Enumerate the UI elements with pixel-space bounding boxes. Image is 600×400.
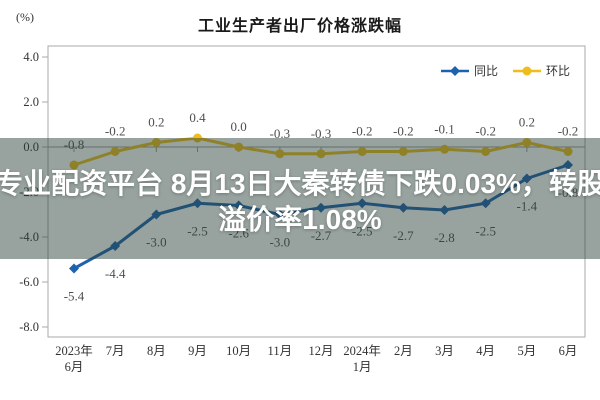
- series-marker-同比: [398, 202, 409, 213]
- data-label-同比: -2.5: [187, 223, 208, 238]
- data-label-同比: -2.8: [434, 230, 455, 245]
- data-label-环比: -0.8: [64, 137, 85, 152]
- series-marker-同比: [110, 241, 121, 251]
- data-label-环比: -0.2: [475, 124, 496, 139]
- data-label-同比: -2.7: [311, 228, 332, 243]
- series-marker-同比: [69, 263, 79, 274]
- x-axis-label: 11月: [268, 344, 293, 358]
- data-label-环比: 0.2: [519, 115, 535, 130]
- x-axis-label: 5月: [517, 344, 536, 358]
- series-marker-环比: [193, 133, 202, 143]
- x-axis-label: 2023年: [55, 344, 93, 358]
- x-axis-label: 1月: [353, 360, 372, 374]
- series-marker-同比: [439, 205, 450, 215]
- series-marker-环比: [316, 149, 326, 159]
- data-label-环比: -0.2: [105, 124, 126, 139]
- x-axis-label: 6月: [559, 344, 578, 358]
- data-label-同比: -3.0: [146, 235, 167, 250]
- data-label-环比: 0.0: [231, 119, 247, 134]
- series-marker-环比: [69, 160, 79, 170]
- series-marker-环比: [481, 147, 491, 156]
- series-marker-同比: [151, 209, 162, 220]
- x-axis-label: 8月: [147, 344, 166, 358]
- x-axis-label: 2月: [394, 344, 413, 358]
- series-marker-环比: [398, 147, 408, 156]
- data-label-同比: -2.7: [393, 228, 414, 243]
- x-axis-label: 3月: [435, 344, 454, 358]
- data-label-环比: -0.3: [270, 126, 291, 141]
- series-marker-同比: [233, 200, 244, 211]
- series-marker-环比: [275, 149, 285, 159]
- y-axis-tick-label: -4.0: [19, 230, 39, 244]
- data-label-同比: -3.0: [270, 235, 291, 250]
- series-marker-同比: [521, 173, 532, 184]
- series-marker-环比: [440, 144, 449, 154]
- data-label-同比: -4.4: [105, 266, 126, 281]
- data-label-同比: -2.6: [228, 226, 249, 241]
- legend-label-yoy: 同比: [474, 64, 499, 78]
- legend-item-yoy: 同比: [440, 62, 498, 79]
- x-axis-label: 2024年: [343, 344, 381, 358]
- data-label-同比: -5.4: [64, 289, 85, 304]
- series-marker-同比: [316, 202, 326, 213]
- series-marker-同比: [480, 198, 491, 209]
- y-axis-tick-label: -6.0: [19, 275, 39, 289]
- data-label-环比: -0.1: [434, 121, 455, 136]
- y-axis-tick-label: -2.0: [19, 185, 39, 199]
- data-label-同比: -2.5: [352, 223, 373, 238]
- series-marker-同比: [192, 198, 203, 209]
- y-axis-tick-label: 0.0: [23, 140, 39, 154]
- data-label-同比: -1.4: [517, 199, 538, 214]
- data-label-环比: -0.3: [311, 126, 332, 141]
- x-axis-label: 10月: [226, 344, 251, 358]
- x-axis-label: 4月: [476, 344, 495, 358]
- y-axis-unit-label: (%): [16, 10, 34, 24]
- y-axis-tick-label: 4.0: [23, 50, 39, 64]
- y-axis-tick-label: 2.0: [23, 95, 39, 109]
- mom-legend-marker-icon: [513, 66, 542, 75]
- x-axis-label: 12月: [308, 344, 333, 358]
- series-marker-环比: [522, 138, 532, 147]
- series-marker-同比: [274, 209, 285, 220]
- data-label-环比: 0.4: [189, 110, 206, 125]
- data-label-同比: -2.5: [475, 223, 496, 238]
- series-marker-环比: [357, 147, 367, 156]
- data-label-环比: -0.2: [558, 124, 579, 139]
- data-label-环比: 0.2: [148, 115, 164, 130]
- series-marker-同比: [563, 160, 573, 170]
- series-marker-环比: [234, 142, 244, 152]
- chart-legend: 同比 环比: [440, 62, 570, 79]
- data-label-环比: -0.2: [393, 124, 414, 139]
- legend-item-mom: 环比: [512, 62, 570, 79]
- data-label-同比: -0.8: [558, 185, 579, 200]
- series-marker-环比: [563, 147, 573, 156]
- y-axis-tick-label: -8.0: [19, 320, 39, 334]
- x-axis-label: 7月: [106, 344, 125, 358]
- legend-label-mom: 环比: [546, 64, 571, 78]
- series-marker-同比: [357, 198, 368, 209]
- chart-title: 工业生产者出厂价格涨跌幅: [197, 18, 402, 35]
- series-marker-环比: [110, 147, 120, 156]
- promo-banner-line1: 专业配资平台 8月13日大秦转债下跌0.03%，转股: [0, 167, 600, 199]
- promo-banner-overlay: 专业配资平台 8月13日大秦转债下跌0.03%，转股 溢价率1.08%: [0, 138, 600, 259]
- yoy-legend-marker-icon: [441, 65, 469, 76]
- promo-banner-line2: 溢价率1.08%: [218, 203, 382, 235]
- x-axis-label: 6月: [65, 360, 84, 374]
- x-axis-label: 9月: [188, 344, 207, 358]
- series-marker-环比: [151, 138, 161, 147]
- data-label-环比: -0.2: [352, 124, 373, 139]
